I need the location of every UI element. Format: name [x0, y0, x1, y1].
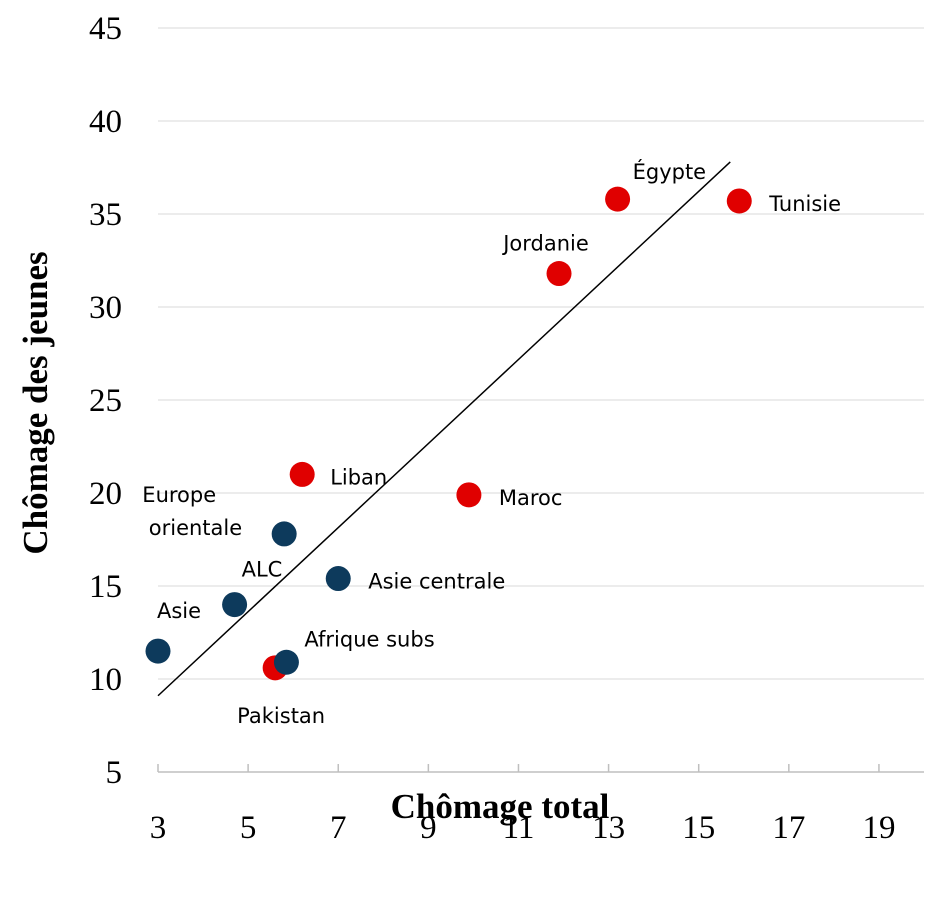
data-point — [605, 187, 630, 212]
y-axis: 5 10 15 20 25 30 35 40 45 — [89, 11, 122, 791]
data-point — [326, 566, 351, 591]
point-label: ALC — [242, 558, 283, 582]
data-point — [727, 188, 752, 213]
data-point — [456, 482, 481, 507]
point-label: Tunisie — [768, 192, 841, 216]
data-points — [146, 187, 752, 681]
x-tick-label: 15 — [682, 810, 715, 846]
data-point — [547, 261, 572, 286]
x-tick-label: 7 — [330, 810, 347, 846]
data-point — [146, 639, 171, 664]
point-label: Asie — [157, 599, 201, 623]
y-tick-label: 40 — [89, 104, 122, 140]
data-point — [222, 592, 247, 617]
point-label: Pakistan — [237, 704, 325, 728]
y-tick-label: 35 — [89, 197, 122, 233]
point-label: Maroc — [499, 486, 563, 510]
y-tick-label: 30 — [89, 290, 122, 326]
point-labels: Égypte Tunisie Jordanie Liban Maroc Pakistan E… — [142, 159, 841, 728]
y-tick-label: 10 — [89, 662, 122, 698]
point-label-line: Europe — [142, 483, 216, 507]
point-label: Afrique subs — [304, 627, 434, 651]
data-point — [272, 521, 297, 546]
x-axis-title: Chômage total — [391, 787, 610, 826]
x-tick-label: 17 — [772, 810, 805, 846]
y-tick-label: 25 — [89, 383, 122, 419]
point-label: Égypte — [633, 159, 707, 184]
y-tick-label: 15 — [89, 569, 122, 605]
point-label: Liban — [330, 465, 387, 489]
y-axis-title: Chômage des jeunes — [16, 251, 55, 554]
x-tick-label: 3 — [150, 810, 167, 846]
y-tick-label: 45 — [89, 11, 122, 47]
x-tick-label: 19 — [862, 810, 895, 846]
point-label: Europe orientale — [142, 483, 242, 540]
trendline-group — [158, 162, 730, 696]
trendline — [158, 162, 730, 696]
point-label-line: orientale — [149, 516, 242, 540]
point-label: Asie centrale — [368, 570, 505, 594]
data-point — [274, 650, 299, 675]
y-tick-label: 20 — [89, 476, 122, 512]
point-label: Jordanie — [501, 232, 589, 256]
x-tick-label: 5 — [240, 810, 257, 846]
y-tick-label: 5 — [106, 755, 123, 791]
data-point — [290, 462, 315, 487]
